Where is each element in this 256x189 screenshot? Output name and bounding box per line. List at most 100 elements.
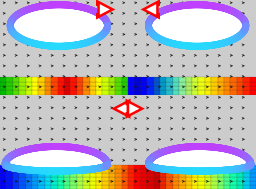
Bar: [109, 177, 115, 181]
Bar: [186, 82, 192, 86]
Bar: [218, 90, 224, 94]
Bar: [90, 181, 96, 185]
Bar: [90, 77, 96, 82]
Bar: [154, 181, 160, 185]
Bar: [141, 173, 147, 177]
Bar: [13, 185, 19, 189]
Bar: [224, 177, 230, 181]
Bar: [237, 86, 243, 90]
Bar: [70, 90, 77, 94]
Bar: [154, 90, 160, 94]
Bar: [173, 77, 179, 82]
Bar: [115, 77, 122, 82]
Bar: [128, 169, 134, 173]
Bar: [32, 177, 38, 181]
Bar: [51, 181, 58, 185]
Bar: [115, 173, 122, 177]
Bar: [211, 82, 218, 86]
Bar: [224, 165, 230, 169]
Bar: [230, 173, 237, 177]
Bar: [141, 177, 147, 181]
Bar: [6, 165, 13, 169]
Bar: [243, 177, 250, 181]
Bar: [198, 77, 205, 82]
Bar: [19, 177, 26, 181]
Bar: [58, 173, 64, 177]
Bar: [0, 77, 6, 82]
Bar: [179, 86, 186, 90]
Bar: [243, 165, 250, 169]
Bar: [250, 173, 256, 177]
Bar: [147, 90, 154, 94]
Bar: [173, 181, 179, 185]
Bar: [90, 177, 96, 181]
Bar: [38, 86, 45, 90]
Bar: [147, 181, 154, 185]
Bar: [122, 86, 128, 90]
Bar: [166, 86, 173, 90]
Bar: [26, 181, 32, 185]
Bar: [109, 169, 115, 173]
Bar: [83, 177, 90, 181]
Bar: [109, 77, 115, 82]
Bar: [166, 185, 173, 189]
Bar: [166, 177, 173, 181]
Bar: [186, 169, 192, 173]
Bar: [198, 90, 205, 94]
Polygon shape: [10, 5, 108, 46]
Bar: [154, 165, 160, 169]
Bar: [160, 77, 166, 82]
Bar: [96, 185, 102, 189]
Bar: [230, 185, 237, 189]
Bar: [211, 173, 218, 177]
Bar: [243, 181, 250, 185]
Bar: [186, 86, 192, 90]
Bar: [51, 82, 58, 86]
Bar: [45, 173, 51, 177]
Bar: [205, 77, 211, 82]
Bar: [70, 173, 77, 177]
Bar: [243, 173, 250, 177]
Bar: [26, 77, 32, 82]
Bar: [26, 86, 32, 90]
Bar: [64, 181, 70, 185]
Bar: [198, 169, 205, 173]
Bar: [218, 169, 224, 173]
Bar: [192, 165, 198, 169]
Bar: [154, 86, 160, 90]
Bar: [122, 181, 128, 185]
Bar: [51, 77, 58, 82]
Bar: [6, 185, 13, 189]
Bar: [243, 90, 250, 94]
Bar: [83, 77, 90, 82]
Bar: [230, 77, 237, 82]
Bar: [0, 86, 6, 90]
Bar: [134, 169, 141, 173]
Bar: [109, 82, 115, 86]
Bar: [19, 185, 26, 189]
Bar: [250, 77, 256, 82]
Bar: [58, 86, 64, 90]
Bar: [13, 90, 19, 94]
Bar: [70, 165, 77, 169]
Bar: [58, 185, 64, 189]
Bar: [19, 181, 26, 185]
Bar: [26, 82, 32, 86]
Bar: [250, 185, 256, 189]
Bar: [109, 185, 115, 189]
Bar: [32, 185, 38, 189]
Bar: [192, 169, 198, 173]
Bar: [64, 185, 70, 189]
Bar: [109, 165, 115, 169]
Bar: [128, 173, 134, 177]
Bar: [173, 165, 179, 169]
Bar: [237, 173, 243, 177]
Bar: [64, 177, 70, 181]
Bar: [13, 77, 19, 82]
Bar: [96, 77, 102, 82]
Bar: [96, 173, 102, 177]
Bar: [141, 82, 147, 86]
Bar: [218, 181, 224, 185]
Bar: [154, 169, 160, 173]
Bar: [122, 77, 128, 82]
